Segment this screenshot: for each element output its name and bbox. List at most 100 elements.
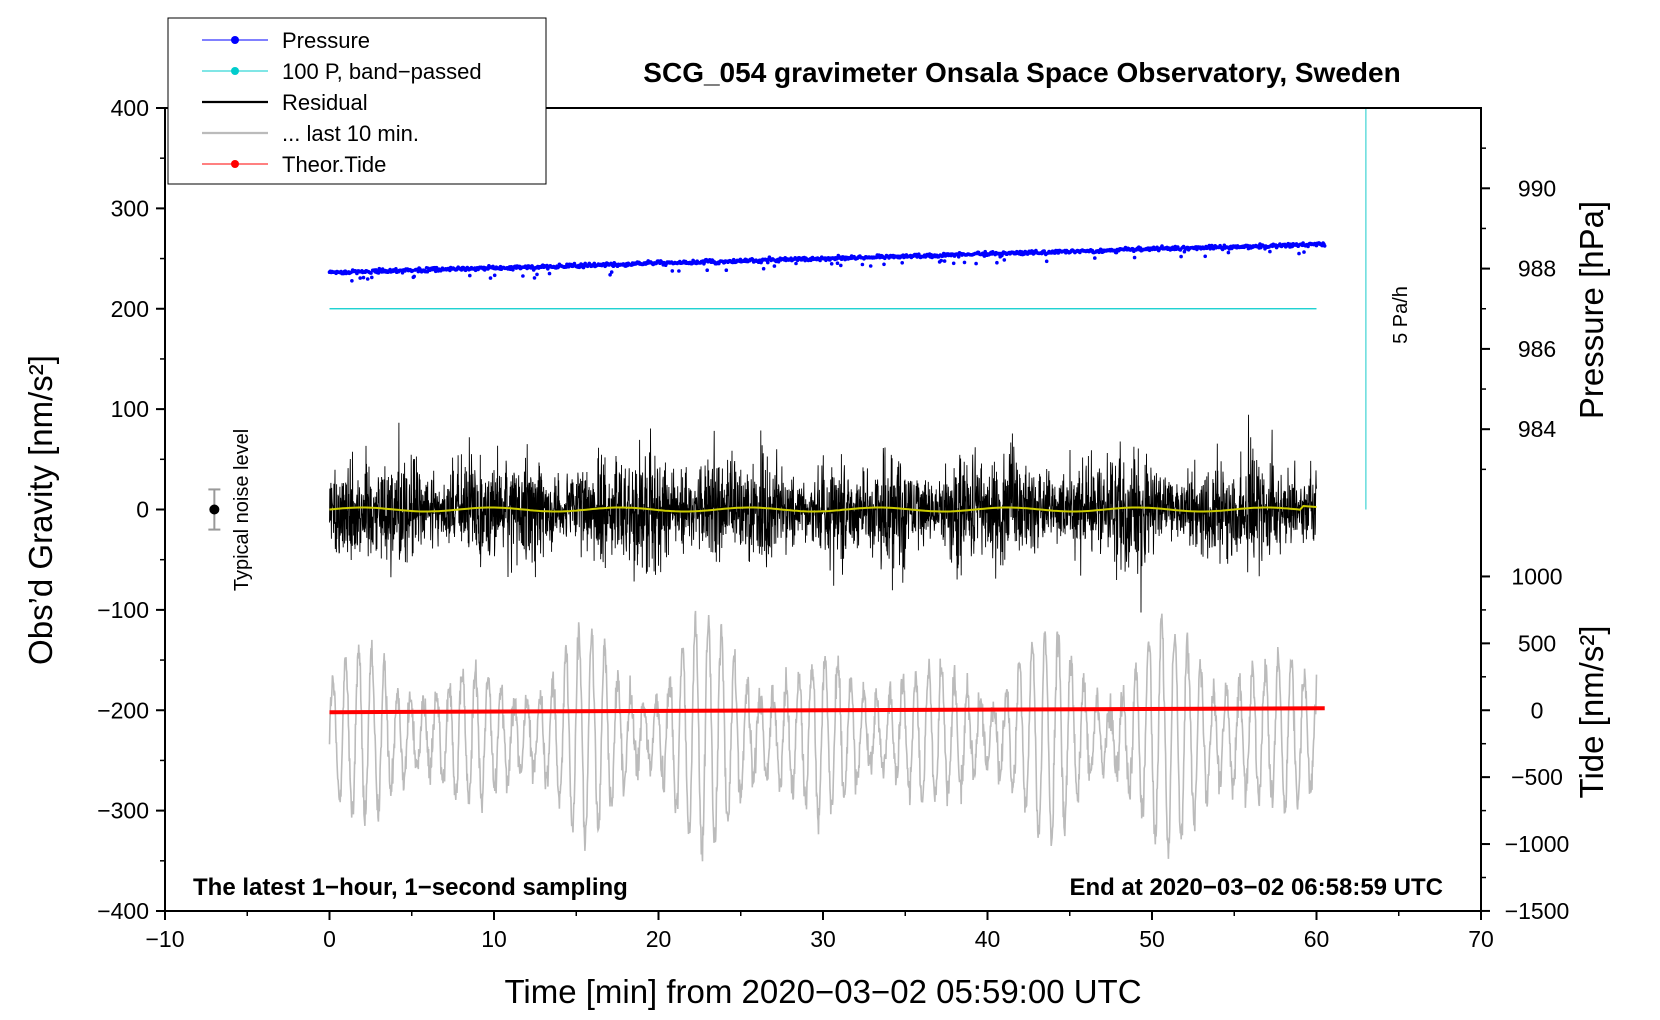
x-axis-ticks: −10 0 10 20 30 40 50 60 70 xyxy=(145,911,1494,952)
pressure-point xyxy=(1132,255,1137,260)
tide-tick-label: −500 xyxy=(1511,764,1563,790)
pressure-point xyxy=(1002,258,1007,262)
pressure-point xyxy=(766,260,770,265)
pressure-point xyxy=(581,265,586,270)
pressure-point xyxy=(962,260,967,265)
pressure-point xyxy=(350,279,354,283)
last-10-min-line xyxy=(328,610,1318,862)
y-axis-label: Obs’d Gravity [nm/s²] xyxy=(22,355,59,665)
legend: Pressure 100 P, band−passed Residual ...… xyxy=(167,17,547,185)
pressure-point xyxy=(492,273,497,278)
tide-tick-label: −1000 xyxy=(1505,831,1570,857)
y-axis-ticks: −400 −300 −200 −100 0 100 200 300 400 xyxy=(97,95,165,924)
pressure-point xyxy=(942,259,947,263)
noise-level-label: Typical noise level xyxy=(231,429,253,591)
x-axis-label: Time [min] from 2020−03−02 05:59:00 UTC xyxy=(504,973,1141,1010)
pressure-point xyxy=(370,275,374,280)
pressure-point xyxy=(1226,250,1231,255)
pressure-point xyxy=(532,276,537,280)
y-tick-label: 200 xyxy=(111,296,149,322)
tide-tick-label: 500 xyxy=(1518,630,1556,656)
legend-label-pressure: Pressure xyxy=(282,28,370,53)
legend-label-last10: ... last 10 min. xyxy=(282,121,419,146)
pressure-axis-ticks: 984 986 988 990 xyxy=(1481,147,1557,471)
residual-series xyxy=(329,414,1317,613)
pressure-point xyxy=(609,270,614,274)
y-tick-label: 0 xyxy=(136,497,149,523)
legend-label-bandpassed: 100 P, band−passed xyxy=(282,59,482,84)
theoretical-tide-series xyxy=(329,706,1325,715)
x-tick-label: 40 xyxy=(975,926,1001,952)
residual-line xyxy=(329,414,1317,613)
pressure-point xyxy=(1093,256,1097,260)
x-tick-label: 50 xyxy=(1139,926,1165,952)
pressure-point xyxy=(794,261,798,266)
pressure-tick-label: 990 xyxy=(1518,175,1556,201)
x-tick-label: 60 xyxy=(1304,926,1330,952)
pressure-point xyxy=(521,274,525,278)
pressure-point xyxy=(1302,250,1306,254)
y-tick-label: −400 xyxy=(97,898,149,924)
pressure-point xyxy=(1322,244,1327,248)
x-tick-label: 70 xyxy=(1468,926,1494,952)
y-tick-label: −100 xyxy=(97,597,149,623)
pressure-point xyxy=(829,262,834,266)
smoothed-residual-series xyxy=(329,504,1317,513)
pressure-axis-label: Pressure [hPa] xyxy=(1573,201,1610,419)
pressure-point xyxy=(488,276,493,280)
pressure-point xyxy=(1182,249,1187,254)
pressure-point xyxy=(860,262,865,267)
y-tick-label: 100 xyxy=(111,396,149,422)
tide-tick-label: 0 xyxy=(1531,697,1544,723)
x-tick-label: −10 xyxy=(145,926,184,952)
pressure-point xyxy=(761,266,766,271)
pressure-series xyxy=(327,241,1327,283)
smoothed-line xyxy=(329,504,1317,513)
pressure-point xyxy=(705,268,709,273)
sampling-note: The latest 1−hour, 1−second sampling xyxy=(193,874,628,901)
y-tick-label: 400 xyxy=(111,95,149,121)
x-tick-label: 10 xyxy=(481,926,507,952)
pressure-point xyxy=(1203,254,1207,259)
pressure-tick-label: 986 xyxy=(1518,336,1556,362)
pressure-point xyxy=(608,273,612,277)
pressure-point xyxy=(900,261,904,265)
x-tick-label: 0 xyxy=(323,926,336,952)
noise-point xyxy=(209,504,220,515)
pressure-point xyxy=(412,274,417,279)
pressure-point xyxy=(772,264,777,268)
y-tick-label: 300 xyxy=(111,195,149,221)
pressure-point xyxy=(369,271,373,275)
legend-label-residual: Residual xyxy=(282,90,368,115)
pressure-point xyxy=(995,260,999,265)
pressure-point xyxy=(400,271,405,275)
pressure-point xyxy=(1044,259,1049,264)
pressure-point xyxy=(839,263,843,268)
pressure-point xyxy=(361,275,366,280)
pressure-point xyxy=(535,272,539,277)
pressure-point xyxy=(1268,249,1272,254)
y-tick-label: −200 xyxy=(97,697,149,723)
pressure-point xyxy=(677,269,681,273)
end-time-note: End at 2020−03−02 06:58:59 UTC xyxy=(1069,874,1443,901)
pressure-point xyxy=(835,261,840,266)
last-10-min-series xyxy=(328,610,1318,862)
pressure-point xyxy=(939,258,943,263)
noise-level-marker xyxy=(208,488,221,531)
y-tick-label: −300 xyxy=(97,798,149,824)
chart-title: SCG_054 gravimeter Onsala Space Observat… xyxy=(643,57,1400,88)
pressure-tick-label: 984 xyxy=(1518,416,1557,442)
legend-dot xyxy=(231,36,239,44)
tide-line xyxy=(329,706,1325,715)
pressure-tick-label: 988 xyxy=(1518,256,1556,282)
pressure-point xyxy=(882,262,886,267)
x-tick-label: 20 xyxy=(646,926,672,952)
pressure-point xyxy=(365,277,370,281)
tide-axis-ticks: −1500 −1000 −500 0 500 1000 xyxy=(1481,563,1570,924)
rate-label: 5 Pa/h xyxy=(1390,286,1412,344)
legend-dot xyxy=(231,160,239,168)
pressure-point xyxy=(974,261,978,266)
pressure-point xyxy=(547,271,552,276)
pressure-point xyxy=(468,273,472,278)
